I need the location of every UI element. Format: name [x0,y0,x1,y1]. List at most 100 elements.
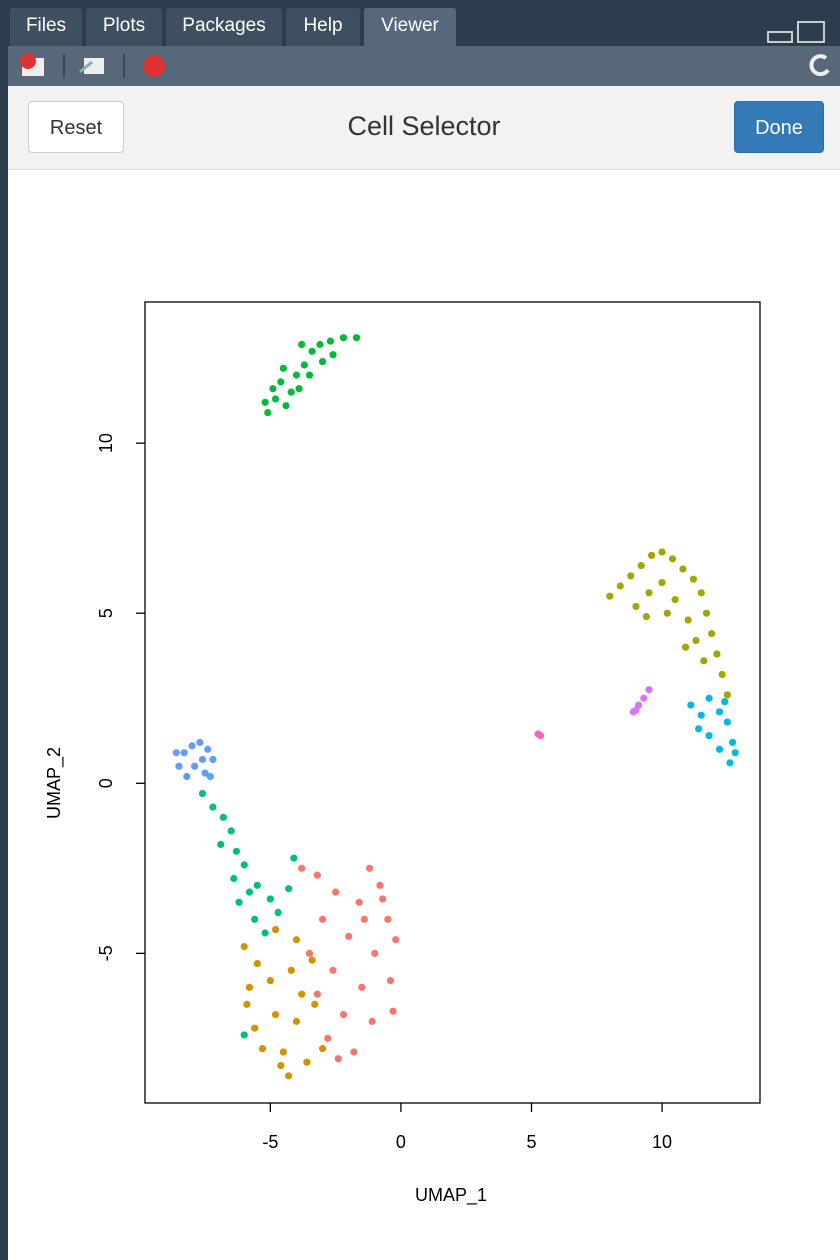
gadget-title: Cell Selector [347,111,501,141]
point [271,925,280,934]
point [277,1061,285,1070]
point [305,371,314,379]
point [697,711,705,719]
point [261,398,269,406]
point [671,596,679,604]
point [700,657,708,665]
pane-controls[interactable] [766,20,828,46]
clear-icon[interactable] [20,53,44,76]
point [313,990,321,998]
tab[interactable]: Packages [166,8,282,46]
point [681,643,690,651]
done-button[interactable]: Done [734,101,824,153]
point [376,881,384,889]
point [645,686,653,694]
point [728,738,737,747]
point [282,402,290,410]
point [253,959,261,968]
x-tick-label: 10 [652,1132,672,1152]
point [188,742,196,750]
point [219,813,227,821]
x-axis-label: UMAP_1 [415,1185,487,1206]
point [277,378,285,386]
point [279,364,288,372]
point [324,1034,332,1042]
point [658,548,666,556]
point [692,636,700,645]
export-icon[interactable] [79,58,104,74]
point [648,551,656,559]
point [287,388,295,396]
point [339,1010,348,1019]
point [637,561,645,570]
y-axis-label: UMAP_2 [44,747,65,819]
point [708,630,716,638]
point [334,1055,342,1063]
point [371,949,379,957]
point [705,732,713,740]
reset-button[interactable]: Reset [28,101,124,153]
tab[interactable]: Viewer [364,8,456,46]
point [261,929,269,937]
point [298,990,306,998]
point [274,908,282,917]
point [352,334,361,342]
point [332,888,340,896]
point [300,361,308,369]
point [316,340,324,349]
x-tick-label: 0 [396,1132,406,1152]
stop-icon[interactable] [143,55,165,77]
point [292,371,301,379]
point [279,1048,288,1056]
point [253,881,261,889]
point [640,694,648,702]
point [345,932,353,940]
y-tick-label: 0 [96,778,116,788]
point [663,609,671,617]
y-tick-label: 10 [96,433,116,453]
point [318,1044,327,1053]
point [311,1000,319,1008]
point [287,966,295,974]
point [217,840,225,849]
point [697,589,705,597]
tab[interactable]: Files [10,8,82,46]
point [180,749,188,757]
point [285,885,293,893]
point [209,803,217,811]
y-tick-label: -5 [96,945,116,961]
point [705,694,713,702]
point [285,1072,293,1080]
point [266,895,274,903]
point [266,976,274,985]
point [627,572,635,580]
tab[interactable]: Plots [86,8,162,46]
point [235,898,243,906]
point [632,602,640,611]
point [292,1017,301,1025]
point [386,976,395,985]
point [715,708,724,716]
point [726,759,734,767]
refresh-icon[interactable] [809,54,830,77]
point [175,762,183,770]
tab[interactable]: Help [286,8,360,46]
point [258,1044,267,1053]
point [339,334,348,342]
point [616,582,624,590]
point [365,864,374,872]
point [684,616,692,624]
point [204,745,212,753]
chart: UMAP_1 UMAP_2 -5 0 5 10 -5 0 5 10 [44,301,761,1206]
point [271,1010,280,1019]
point [702,609,711,617]
point [384,915,392,923]
point [368,1017,376,1025]
point [350,1048,358,1056]
point [298,864,306,872]
point [209,755,217,764]
point [303,1058,311,1066]
point [326,337,335,345]
toolbar [8,46,840,86]
point [292,936,301,944]
